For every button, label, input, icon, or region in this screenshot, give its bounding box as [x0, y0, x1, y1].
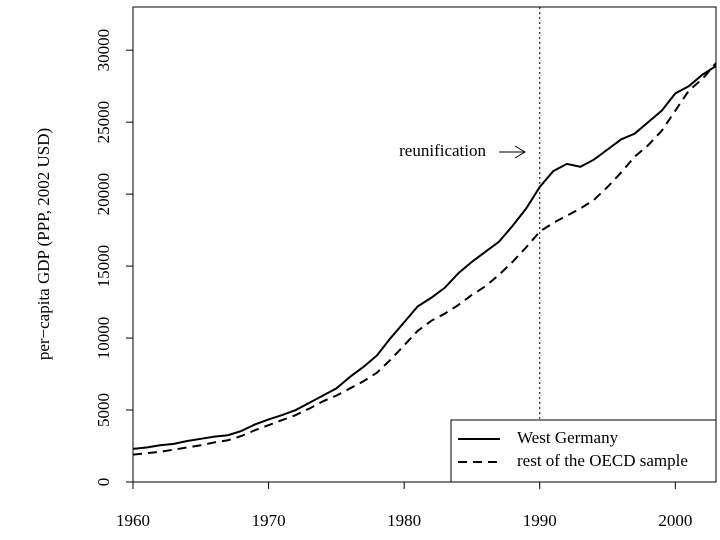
series-line — [132, 62, 717, 456]
legend-box — [450, 419, 717, 483]
y-tick-label: 25000 — [94, 101, 113, 144]
y-tick-label: 10000 — [94, 317, 113, 360]
y-tick-label: 15000 — [94, 245, 113, 288]
x-tick-label: 1980 — [387, 511, 421, 530]
x-tick-label: 1970 — [252, 511, 286, 530]
annotation-arrow — [499, 145, 526, 159]
legend-label: rest of the OECD sample — [517, 451, 688, 470]
y-tick-label: 0 — [94, 478, 113, 487]
x-tick-label: 1990 — [523, 511, 557, 530]
arrow-head — [514, 145, 526, 159]
annotation: reunification — [399, 141, 486, 160]
plot-frame — [132, 6, 717, 483]
x-tick-label: 1960 — [116, 511, 150, 530]
legend-label: West Germany — [517, 428, 619, 447]
x-tick-label: 2000 — [658, 511, 692, 530]
series-line — [132, 65, 717, 450]
y-axis-label: per−capita GDP (PPP, 2002 USD) — [34, 128, 53, 360]
y-tick-label: 5000 — [94, 393, 113, 427]
y-tick-label: 20000 — [94, 173, 113, 216]
y-tick-label: 30000 — [94, 29, 113, 72]
